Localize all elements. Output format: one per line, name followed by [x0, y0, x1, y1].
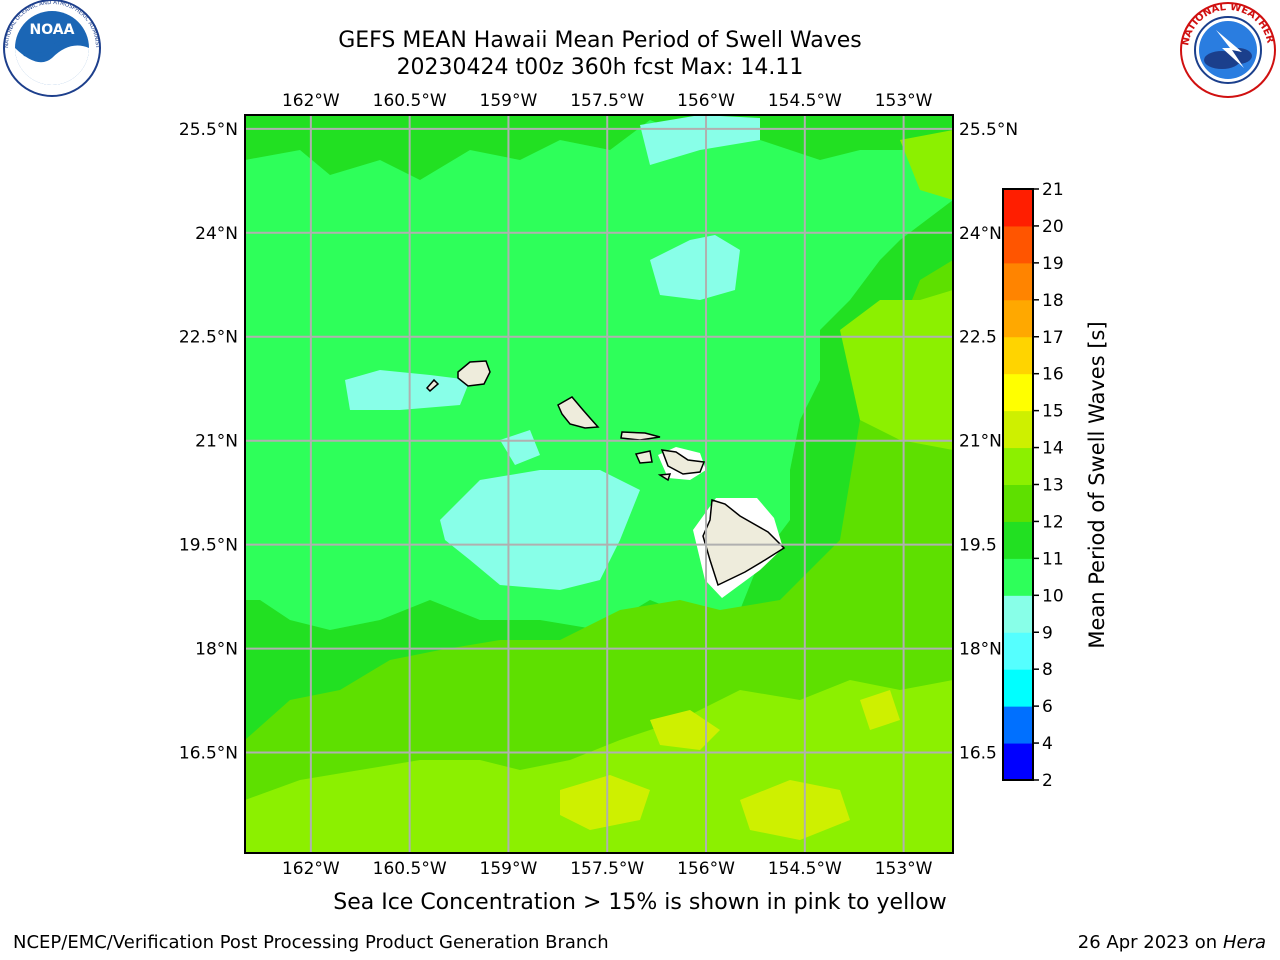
noaa-logo: NOAA NATIONAL OCEANIC AND ATMOSPHERIC AD…: [0, 0, 101, 97]
lat-tick-label-left: 19.5°N: [179, 536, 238, 556]
lat-tick-label-right: 22.5: [959, 328, 997, 348]
colorbar-swatch: [1003, 706, 1033, 744]
map-title: GEFS MEAN Hawaii Mean Period of Swell Wa…: [338, 28, 862, 53]
colorbar-swatch: [1003, 373, 1033, 412]
colorbar-swatch: [1003, 299, 1033, 338]
colorbar-tick-label: 14: [1042, 439, 1064, 459]
colorbar-tick-label: 11: [1042, 549, 1064, 569]
hawaii-islands: [425, 360, 786, 587]
colorbar-tick-label: 15: [1042, 402, 1064, 422]
colorbar-swatch: [1003, 632, 1033, 670]
colorbar-tick-label: 18: [1042, 291, 1064, 311]
colorbar-swatch: [1003, 669, 1033, 707]
lon-tick-label-top: 162°W: [282, 91, 340, 111]
lon-tick-label-bottom: 154.5°W: [768, 859, 842, 879]
colorbar-swatch: [1003, 595, 1033, 633]
graticule: [245, 115, 953, 853]
lat-tick-label-left: 16.5°N: [179, 744, 238, 764]
lat-tick-label-right: 24°N: [959, 224, 1002, 244]
colorbar: 2 4 6 8 9 10 11 12 13 14 15 16 17 18 19 20 21: [1002, 180, 1064, 791]
lat-tick-label-right: 19.5: [959, 536, 997, 556]
island-niihau: [425, 378, 440, 393]
credit-text: NCEP/EMC/Verification Post Processing Pr…: [13, 932, 609, 953]
noaa-logo-text: NOAA: [30, 22, 75, 38]
colorbar-swatch: [1003, 743, 1033, 781]
map-subtitle: 20230424 t00z 360h fcst Max: 14.11: [396, 55, 804, 80]
island-kauai: [457, 360, 491, 387]
colorbar-swatch: [1003, 225, 1033, 264]
date-text: 26 Apr 2023 on: [1077, 932, 1223, 953]
machine-name: Hera: [1222, 932, 1266, 953]
axis-tick-labels: 162°W 162°W 160.5°W 160.5°W 159°W 159°W 157.5°…: [179, 91, 1018, 879]
colorbar-swatch: [1003, 447, 1033, 485]
island-kahoolawe: [657, 473, 672, 482]
colorbar-swatch: [1003, 189, 1033, 227]
colorbar-label: Mean Period of Swell Waves [s]: [1085, 321, 1109, 649]
lat-tick-label-right: 16.5: [959, 744, 997, 764]
lon-tick-label-top: 160.5°W: [373, 91, 447, 111]
colorbar-tick-label: 16: [1042, 365, 1064, 385]
island-lanai: [634, 450, 653, 464]
colorbar-swatch: [1003, 484, 1033, 522]
nws-logo: NATIONAL WEATHER SERVICE: [1176, 0, 1276, 98]
colorbar-tick-label: 20: [1042, 217, 1064, 237]
colorbar-tick-label: 10: [1042, 586, 1064, 606]
lon-tick-label-top: 157.5°W: [570, 91, 644, 111]
colorbar-tick-label: 12: [1042, 512, 1064, 532]
island-oahu: [557, 396, 600, 429]
lon-tick-label-bottom: 157.5°W: [570, 859, 644, 879]
swell-period-field: [245, 115, 953, 853]
colorbar-swatch: [1003, 336, 1033, 375]
colorbar-tick-label: 21: [1042, 180, 1064, 200]
island-big-island: [702, 499, 786, 587]
sea-ice-note: Sea Ice Concentration > 15% is shown in …: [333, 890, 947, 915]
lon-tick-label-bottom: 160.5°W: [373, 859, 447, 879]
lon-tick-label-top: 159°W: [480, 91, 538, 111]
colorbar-swatch: [1003, 521, 1033, 559]
colorbar-tick-label: 4: [1042, 734, 1053, 754]
lat-tick-label-left: 25.5°N: [179, 120, 238, 140]
colorbar-tick-label: 13: [1042, 476, 1064, 496]
colorbar-swatch: [1003, 410, 1033, 449]
colorbar-tick-label: 6: [1042, 697, 1053, 717]
colorbar-tick-label: 2: [1042, 771, 1053, 791]
island-maui: [660, 449, 706, 475]
lon-tick-label-bottom: 156°W: [677, 859, 735, 879]
colorbar-tick-label: 9: [1042, 623, 1053, 643]
island-molokai: [620, 431, 661, 441]
lat-tick-label-right: 18°N: [959, 640, 1002, 660]
colorbar-tick-label: 8: [1042, 660, 1053, 680]
lat-tick-label-right: 21°N: [959, 432, 1002, 452]
colorbar-tick-label: 17: [1042, 328, 1064, 348]
lat-tick-label-right: 25.5°N: [959, 120, 1018, 140]
lat-tick-label-left: 22.5°N: [179, 328, 238, 348]
lon-tick-label-bottom: 153°W: [875, 859, 933, 879]
lon-tick-label-top: 156°W: [677, 91, 735, 111]
lon-tick-label-bottom: 159°W: [480, 859, 538, 879]
colorbar-swatch: [1003, 262, 1033, 301]
lon-tick-label-top: 154.5°W: [768, 91, 842, 111]
map-frame: [244, 114, 954, 854]
generation-date: 26 Apr 2023 on Hera: [1078, 932, 1266, 953]
lat-tick-label-left: 24°N: [195, 224, 238, 244]
lon-tick-label-bottom: 162°W: [282, 859, 340, 879]
colorbar-tick-label: 19: [1042, 254, 1064, 274]
lat-tick-label-left: 21°N: [195, 432, 238, 452]
colorbar-swatch: [1003, 558, 1033, 596]
lon-tick-label-top: 153°W: [875, 91, 933, 111]
lat-tick-label-left: 18°N: [195, 640, 238, 660]
